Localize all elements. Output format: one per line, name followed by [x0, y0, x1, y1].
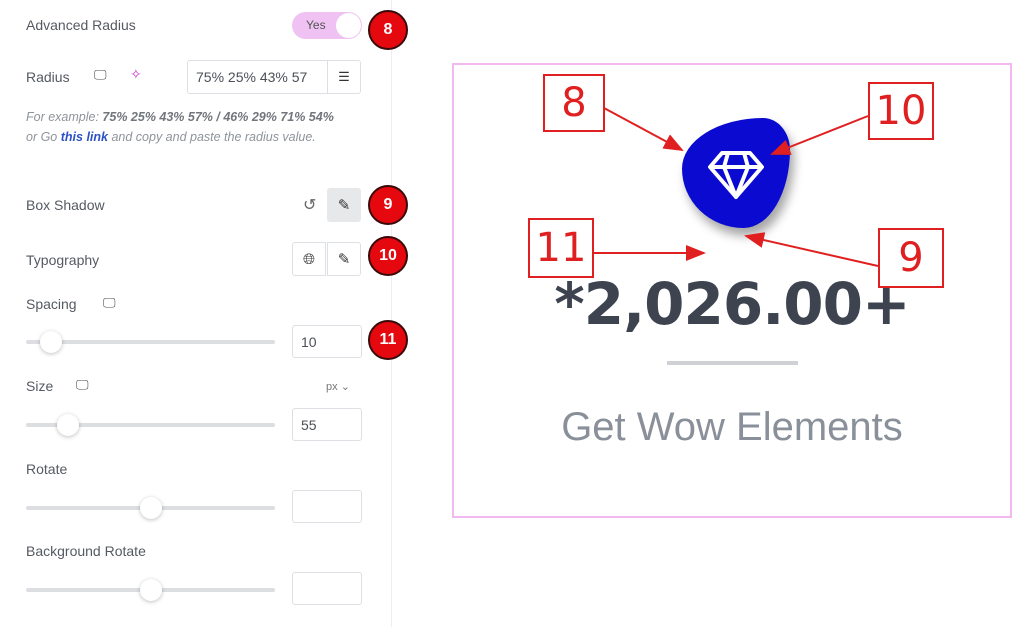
sparkle-icon[interactable]: ✧: [130, 66, 142, 82]
toggle-label: Yes: [306, 18, 326, 32]
unit-value: px: [326, 381, 338, 393]
chevron-down-icon: ⌄: [340, 381, 350, 393]
typography-global-button[interactable]: 🌐︎: [292, 242, 326, 276]
annotation-label: 11: [528, 218, 594, 278]
size-slider[interactable]: [26, 414, 275, 436]
spacing-label: Spacing: [26, 296, 77, 312]
settings-panel: Advanced Radius Yes Radius 🖵 ✧ 75% 25% 4…: [0, 0, 392, 627]
slider-thumb[interactable]: [139, 497, 162, 519]
hint-link[interactable]: this link: [60, 130, 108, 144]
desktop-icon[interactable]: 🖵: [76, 377, 89, 392]
pencil-icon: ✎: [337, 197, 351, 214]
arrow-9: [744, 232, 879, 267]
spacing-slider[interactable]: [26, 331, 275, 353]
step-badge: 10: [368, 236, 408, 276]
slider-thumb[interactable]: [39, 331, 62, 353]
slider-thumb[interactable]: [139, 579, 162, 601]
globe-icon: 🌐︎: [302, 250, 315, 268]
background-rotate-input[interactable]: [292, 572, 362, 605]
step-badge: 8: [368, 10, 408, 50]
typography-edit-button[interactable]: ✎: [327, 242, 361, 276]
divider: [667, 361, 798, 365]
reset-icon[interactable]: ↺: [303, 197, 317, 214]
hint-prefix: For example:: [26, 110, 103, 124]
hint-suffix: and copy and paste the radius value.: [107, 130, 316, 144]
background-rotate-label: Background Rotate: [26, 543, 146, 559]
advanced-radius-toggle[interactable]: Yes: [292, 12, 362, 39]
box-shadow-edit-button[interactable]: ✎: [327, 188, 361, 222]
diamond-icon: [708, 151, 764, 199]
radius-label: Radius: [26, 69, 70, 85]
counter-number: *2,026.00+: [554, 270, 910, 338]
size-input[interactable]: 55: [292, 408, 362, 441]
typography-label: Typography: [26, 252, 100, 268]
advanced-radius-label: Advanced Radius: [26, 17, 136, 33]
pencil-icon: ✎: [337, 251, 351, 268]
radius-hint: For example: 75% 25% 43% 57% / 46% 29% 7…: [26, 107, 346, 147]
hint-example: 75% 25% 43% 57% / 46% 29% 71% 54%: [102, 110, 334, 124]
database-icon[interactable]: ☰: [327, 60, 361, 94]
annotation-label: 8: [543, 74, 605, 132]
widget-preview: [452, 63, 1012, 518]
rotate-slider[interactable]: [26, 497, 275, 519]
radius-input[interactable]: 75% 25% 43% 57: [187, 60, 328, 94]
arrow-10: [770, 115, 869, 155]
hint-middle: or Go: [26, 130, 61, 144]
step-badge: 9: [368, 185, 408, 225]
arrow-8: [603, 107, 684, 151]
counter-title: Get Wow Elements: [561, 405, 903, 449]
slider-thumb[interactable]: [57, 414, 80, 436]
unit-select[interactable]: px ⌄: [326, 380, 350, 393]
desktop-icon[interactable]: 🖵: [94, 67, 107, 82]
icon-blob: [682, 118, 790, 228]
annotation-label: 9: [878, 228, 944, 288]
background-rotate-slider[interactable]: [26, 579, 275, 601]
spacing-input[interactable]: 10: [292, 325, 362, 358]
rotate-input[interactable]: [292, 490, 362, 523]
rotate-label: Rotate: [26, 461, 68, 477]
desktop-icon[interactable]: 🖵: [103, 295, 116, 310]
annotation-label: 10: [868, 82, 934, 140]
box-shadow-label: Box Shadow: [26, 197, 105, 213]
step-badge: 11: [368, 320, 408, 360]
size-label: Size: [26, 378, 54, 394]
toggle-knob: [336, 13, 361, 38]
